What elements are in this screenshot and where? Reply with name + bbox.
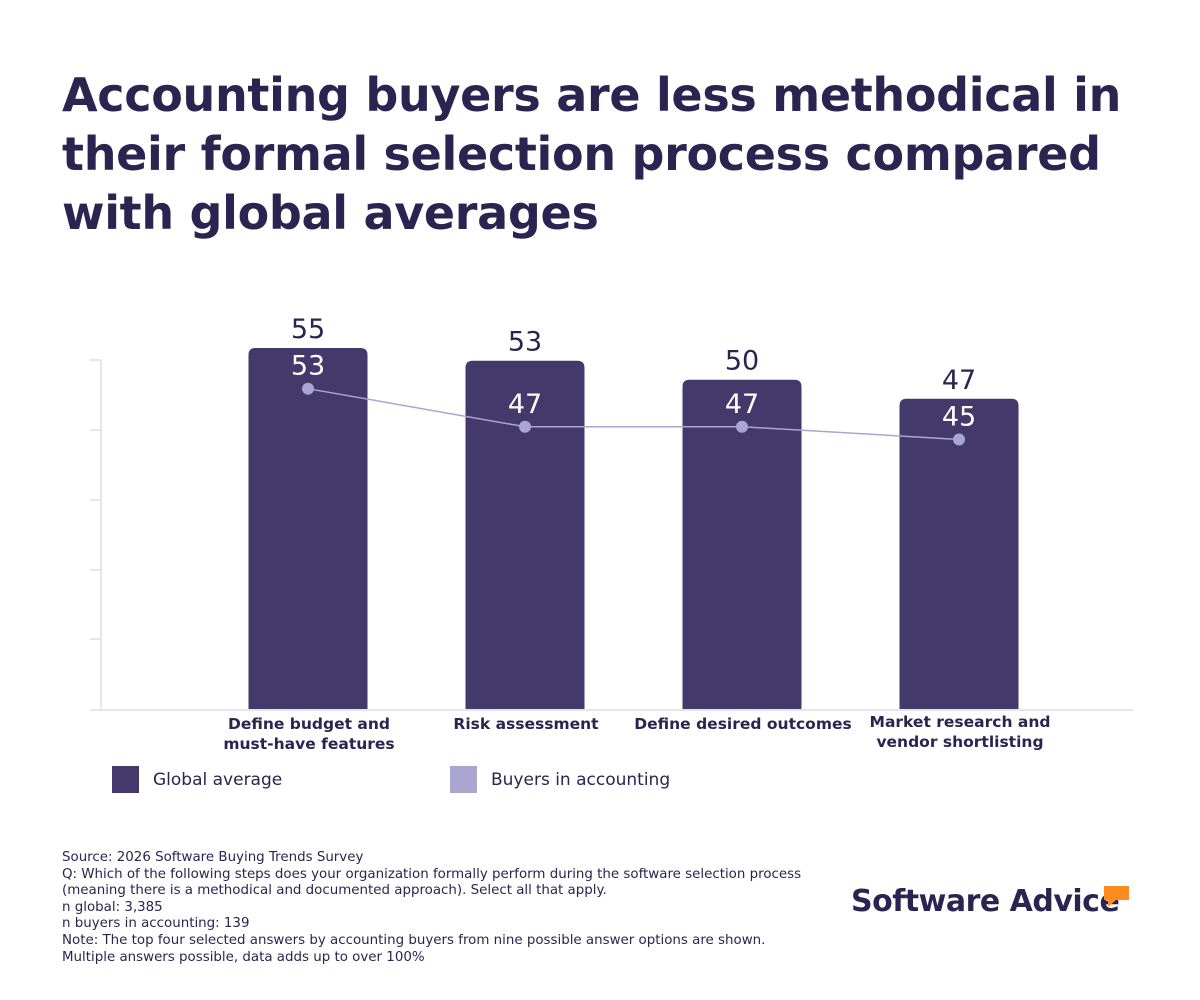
accounting-value-label-1: 47 <box>508 389 542 420</box>
legend-item-global: Global average <box>112 766 282 793</box>
speech-bubble-icon <box>1104 886 1129 907</box>
accounting-point-0 <box>302 382 314 395</box>
chart: 55 53 50 47 53 47 47 45 Define budget and must-ha… <box>90 314 1133 753</box>
legend-swatch-accounting <box>450 766 477 793</box>
legend: Global average Buyers in accounting <box>112 766 670 793</box>
bar-value-label-0: 55 <box>291 314 325 345</box>
category-label-2-0: Define desired outcomes <box>634 715 851 733</box>
category-label-0-1: must-have features <box>223 735 394 753</box>
n-global-line: n global: 3,385 <box>62 899 163 915</box>
category-label-0-0: Define budget and <box>228 715 390 733</box>
software-advice-logo: Software Advice <box>851 884 1120 919</box>
accounting-point-2 <box>736 420 748 433</box>
bar-value-label-2: 50 <box>725 346 759 377</box>
legend-swatch-global <box>112 766 139 793</box>
bar-global-3 <box>899 398 1019 709</box>
bar-global-2 <box>682 379 802 709</box>
accounting-line <box>307 387 960 441</box>
source-line: Source: 2026 Software Buying Trends Surv… <box>62 850 364 865</box>
accounting-value-label-3: 45 <box>942 401 976 432</box>
bar-value-label-3: 47 <box>942 365 976 396</box>
question-line: Q: Which of the following steps does you… <box>62 866 806 899</box>
legend-label-global: Global average <box>153 769 283 790</box>
accounting-point-1 <box>519 420 531 433</box>
accounting-value-label-2: 47 <box>725 389 759 420</box>
category-label-3-0: Market research and <box>870 713 1051 731</box>
source-notes: Source: 2026 Software Buying Trends Surv… <box>62 850 822 966</box>
accounting-value-label-0: 53 <box>291 351 325 382</box>
chart-title: Accounting buyers are less methodical in… <box>62 68 1122 240</box>
bar-global-0 <box>248 348 368 709</box>
category-label-1-0: Risk assessment <box>453 715 599 733</box>
legend-label-accounting: Buyers in accounting <box>491 769 671 790</box>
bar-global-1 <box>465 360 585 709</box>
category-label-3-1: vendor shortlisting <box>876 733 1043 751</box>
accounting-point-3 <box>953 433 965 446</box>
n-accounting-line: n buyers in accounting: 139 <box>62 916 250 932</box>
note-line: Note: The top four selected answers by a… <box>62 932 770 965</box>
legend-item-accounting: Buyers in accounting <box>450 766 670 793</box>
bar-value-label-1: 53 <box>508 327 542 358</box>
